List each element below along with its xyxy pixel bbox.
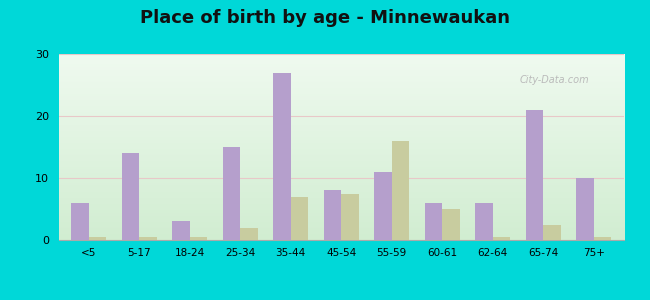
Bar: [324, 190, 341, 240]
Bar: [593, 237, 612, 240]
Bar: [190, 237, 207, 240]
Bar: [172, 221, 190, 240]
Bar: [122, 153, 139, 240]
Bar: [475, 203, 493, 240]
Bar: [71, 203, 89, 240]
Bar: [392, 141, 410, 240]
Bar: [374, 172, 392, 240]
Bar: [341, 194, 359, 240]
Text: Place of birth by age - Minnewaukan: Place of birth by age - Minnewaukan: [140, 9, 510, 27]
Bar: [291, 196, 309, 240]
Bar: [273, 73, 291, 240]
Bar: [424, 203, 442, 240]
Bar: [493, 237, 510, 240]
Bar: [222, 147, 240, 240]
Bar: [240, 228, 258, 240]
Bar: [139, 237, 157, 240]
Bar: [543, 224, 561, 240]
Text: City-Data.com: City-Data.com: [520, 75, 590, 85]
Bar: [526, 110, 543, 240]
Bar: [576, 178, 593, 240]
Bar: [89, 237, 107, 240]
Bar: [442, 209, 460, 240]
